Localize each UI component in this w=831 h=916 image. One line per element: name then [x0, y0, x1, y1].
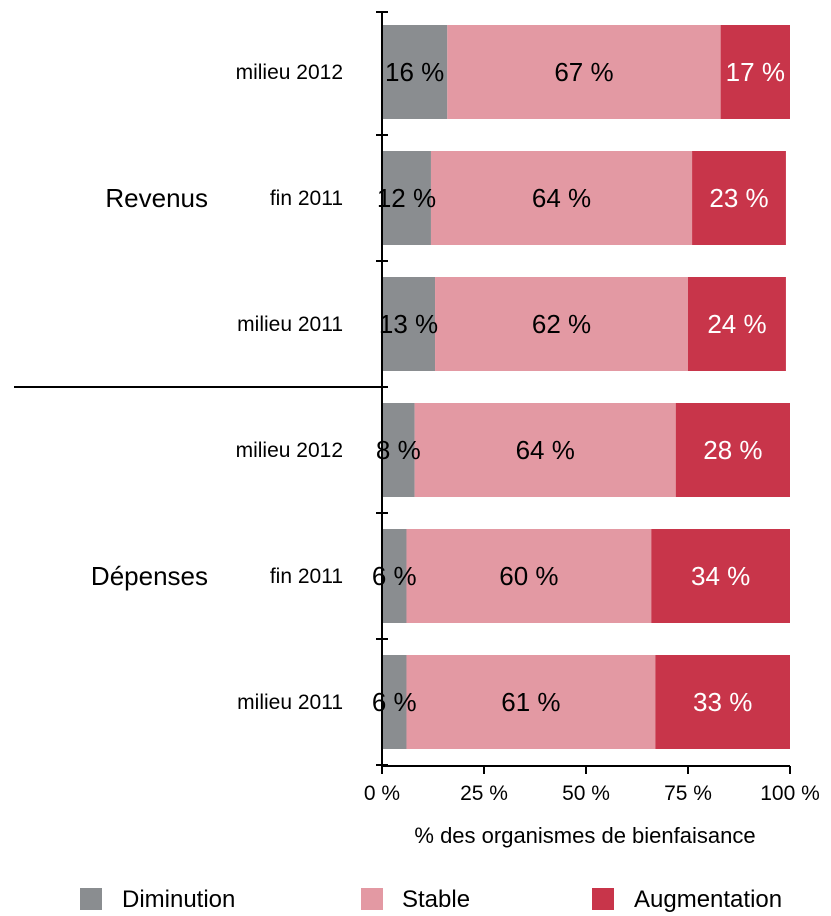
data-label-augmentation-0-0: 17 %: [726, 57, 785, 87]
labels-layer: 16 % 67 % 17 % milieu 2012 12 % 64 % 23 % fin 2…: [91, 57, 785, 717]
bar-diminution-1-1: [382, 529, 407, 623]
legend-label-stable: Stable: [402, 886, 470, 913]
x-axis-title: % des organismes de bienfaisance: [414, 823, 755, 848]
data-label-diminution-0-2: 13 %: [379, 309, 438, 339]
bar-diminution-0-1: [382, 151, 431, 245]
data-label-diminution-1-1: 6 %: [372, 561, 417, 591]
bar-augmentation-0-2: [688, 277, 786, 371]
data-label-diminution-1-0: 8 %: [376, 435, 421, 465]
group-label-0: Revenus: [105, 183, 208, 213]
bar-augmentation-0-1: [692, 151, 786, 245]
bar-stable-1-0: [414, 403, 676, 497]
legend: Diminution Stable Augmentation: [80, 886, 782, 913]
data-label-stable-0-0: 67 %: [554, 57, 613, 87]
legend-swatch-augmentation: [592, 888, 614, 910]
legend-label-augmentation: Augmentation: [634, 886, 782, 913]
legend-label-diminution: Diminution: [122, 886, 235, 913]
row-label-0-1: fin 2011: [270, 187, 343, 210]
bar-augmentation-1-1: [651, 529, 790, 623]
data-label-augmentation-0-1: 23 %: [709, 183, 768, 213]
legend-swatch-stable: [361, 888, 383, 910]
bar-diminution-1-2: [382, 655, 407, 749]
bars-layer: [382, 25, 790, 749]
data-label-stable-0-2: 62 %: [532, 309, 591, 339]
bar-stable-1-2: [406, 655, 656, 749]
x-tick-label-1: 25 %: [460, 782, 508, 805]
x-tick-label-3: 75 %: [664, 782, 712, 805]
bar-stable-0-0: [447, 25, 721, 119]
data-label-diminution-1-2: 6 %: [372, 687, 417, 717]
row-label-1-2: milieu 2011: [237, 691, 343, 714]
x-tick-label-0: 0 %: [364, 782, 400, 805]
data-label-augmentation-1-0: 28 %: [703, 435, 762, 465]
row-label-0-2: milieu 2011: [237, 313, 343, 336]
x-tick-label-4: 100 %: [760, 782, 820, 805]
bar-diminution-0-2: [382, 277, 436, 371]
bar-stable-0-1: [430, 151, 693, 245]
data-label-augmentation-1-1: 34 %: [691, 561, 750, 591]
data-label-augmentation-1-2: 33 %: [693, 687, 752, 717]
bar-augmentation-1-0: [675, 403, 790, 497]
bar-augmentation-0-0: [720, 25, 790, 119]
bar-diminution-1-0: [382, 403, 415, 497]
x-tick-label-2: 50 %: [562, 782, 610, 805]
group-label-1: Dépenses: [91, 561, 208, 591]
bar-diminution-0-0: [382, 25, 448, 119]
legend-swatch-diminution: [80, 888, 102, 910]
row-label-1-0: milieu 2012: [236, 439, 343, 462]
bar-stable-1-1: [406, 529, 652, 623]
data-label-stable-1-0: 64 %: [516, 435, 575, 465]
row-label-0-0: milieu 2012: [236, 61, 343, 84]
data-label-stable-0-1: 64 %: [532, 183, 591, 213]
bar-stable-0-2: [435, 277, 688, 371]
data-label-diminution-0-0: 16 %: [385, 57, 444, 87]
data-label-augmentation-0-2: 24 %: [707, 309, 766, 339]
data-label-stable-1-1: 60 %: [499, 561, 558, 591]
bar-augmentation-1-2: [655, 655, 790, 749]
x-axis: 0 % 25 % 50 % 75 % 100 %: [14, 11, 820, 805]
data-label-diminution-0-1: 12 %: [377, 183, 436, 213]
row-label-1-1: fin 2011: [270, 565, 343, 588]
data-label-stable-1-2: 61 %: [501, 687, 560, 717]
